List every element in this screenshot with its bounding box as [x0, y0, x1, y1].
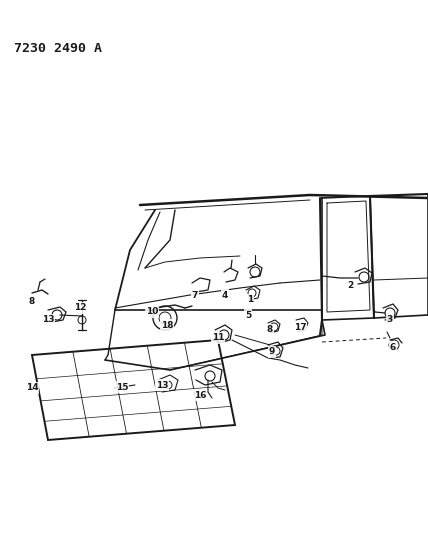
Text: 1: 1: [247, 295, 253, 304]
Text: 12: 12: [74, 303, 86, 312]
Text: 8: 8: [267, 326, 273, 335]
Text: 2: 2: [347, 280, 353, 289]
Text: 6: 6: [390, 343, 396, 351]
Text: 15: 15: [116, 383, 128, 392]
Text: 10: 10: [146, 308, 158, 317]
Text: 8: 8: [29, 297, 35, 306]
Text: 4: 4: [222, 290, 228, 300]
Text: 5: 5: [245, 311, 251, 319]
Text: 9: 9: [269, 348, 275, 357]
Text: 13: 13: [156, 381, 168, 390]
Text: 16: 16: [194, 391, 206, 400]
Text: 17: 17: [294, 324, 306, 333]
Text: 18: 18: [161, 320, 173, 329]
Text: 7230 2490 A: 7230 2490 A: [14, 42, 102, 55]
Text: 3: 3: [387, 316, 393, 325]
Text: 14: 14: [26, 384, 39, 392]
Text: 13: 13: [42, 316, 54, 325]
Text: 11: 11: [212, 334, 224, 343]
Text: 7: 7: [192, 290, 198, 300]
